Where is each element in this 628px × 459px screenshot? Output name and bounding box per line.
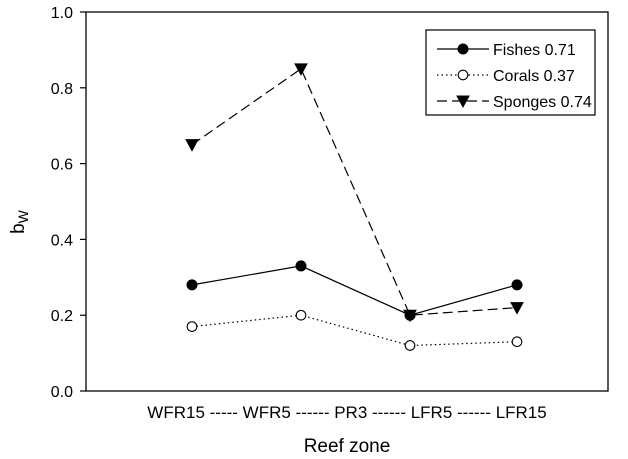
series-1 (186, 309, 523, 351)
y-tick-label: 0.4 (51, 232, 73, 249)
legend: Fishes 0.71 Corals 0.37 Sponges 0.74 (425, 29, 596, 116)
y-axis-label-main: b (8, 223, 29, 234)
data-point (186, 279, 198, 291)
x-tick-label: WFR15 ----- WFR5 ------ PR3 ------ LFR5 … (147, 403, 546, 422)
data-point (510, 302, 524, 315)
legend-label: Fishes 0.71 (493, 42, 576, 59)
series-2 (185, 63, 524, 323)
legend-marker (457, 69, 469, 81)
y-tick-label: 0.2 (51, 308, 73, 325)
y-axis-label: bW (8, 209, 31, 234)
data-point (403, 309, 417, 323)
data-point (511, 336, 523, 348)
data-point (511, 279, 523, 291)
data-point (404, 340, 416, 351)
legend-label: Corals 0.37 (493, 68, 575, 85)
y-axis-label-sub: W (15, 209, 31, 223)
y-tick-label: 0.8 (51, 81, 73, 98)
series-line (191, 265, 518, 316)
data-point (295, 309, 307, 321)
legend-marker (457, 43, 469, 55)
y-tick-label: 0.0 (51, 384, 73, 401)
data-point (295, 260, 307, 272)
series-line (191, 314, 518, 347)
data-point (186, 321, 198, 332)
series-line (191, 67, 518, 316)
series-layer (185, 63, 524, 351)
plot-frame (85, 11, 609, 392)
legend-items: Fishes 0.71 Corals 0.37 Sponges 0.74 (437, 42, 592, 111)
y-tick-label: 1.0 (51, 5, 73, 22)
x-axis-label: Reef zone (304, 436, 391, 457)
y-tick-label: 0.6 (51, 157, 73, 174)
data-point (294, 63, 308, 76)
series-0 (186, 260, 523, 321)
legend-label: Sponges 0.74 (493, 94, 592, 111)
y-axis: 0.0 0.2 0.4 0.6 0.8 1.0 (51, 5, 86, 401)
data-point (185, 139, 199, 152)
legend-marker (456, 95, 470, 109)
